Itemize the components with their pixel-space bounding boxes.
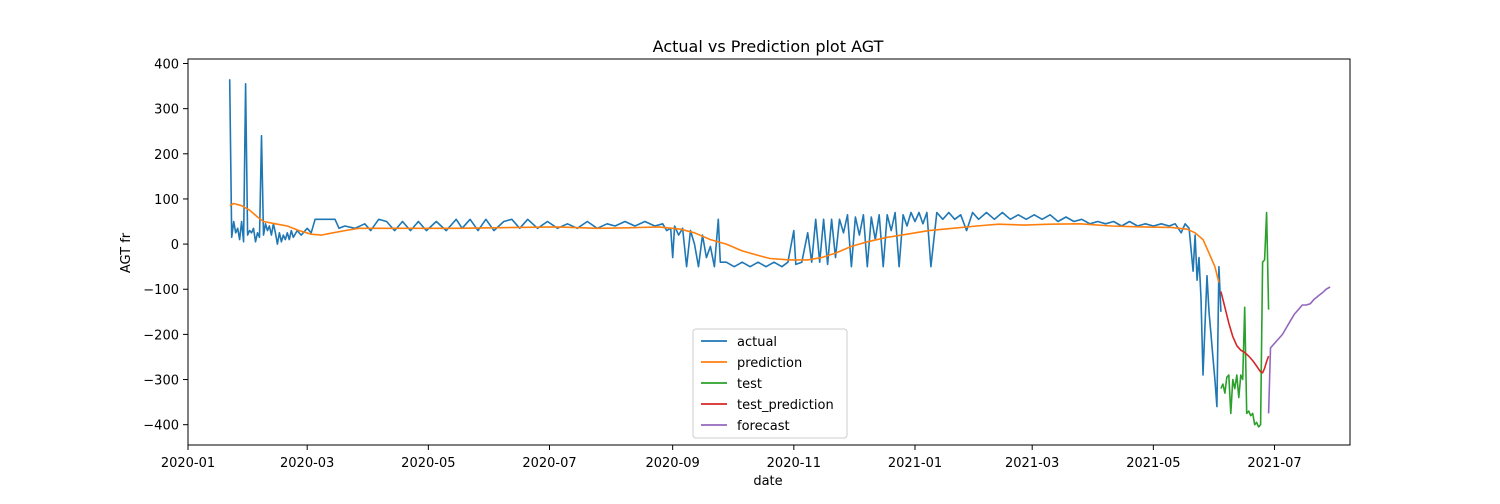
x-tick-label: 2020-05 [401,456,455,471]
x-tick-label: 2020-03 [280,456,334,471]
axes-frame [187,58,1351,446]
chart-title: Actual vs Prediction plot AGT [653,37,884,56]
x-tick-label: 2020-09 [645,456,699,471]
x-tick-label: 2021-03 [1005,456,1059,471]
y-tick-label: −200 [143,328,179,343]
plot-area [187,58,1351,446]
y-axis-label: AGT fr [119,232,134,273]
series-line-test [1220,211,1270,428]
y-tick-label: 200 [154,148,179,163]
x-axis: 2020-01 2020-03 2020-05 2020-07 2020-09 2020-… [161,445,1302,471]
legend-box [692,328,848,439]
y-tick-label: 100 [154,193,179,208]
x-axis-label: date [753,474,782,489]
legend-label-actual: actual [737,335,777,350]
y-tick-label: −300 [143,374,179,389]
series-line-forecast [1267,286,1331,414]
x-tick-label: 2021-07 [1247,456,1301,471]
y-tick-label: −400 [143,419,179,434]
series-line-actual [228,79,1222,408]
x-tick-label: 2021-05 [1126,456,1180,471]
y-axis: 400 300 200 100 0 −100 −200 −300 −400 [143,58,188,434]
y-tick-label: 400 [154,58,179,73]
x-tick-label: 2020-01 [161,456,215,471]
x-tick-label: 2020-07 [522,456,576,471]
y-tick-label: −100 [143,283,179,298]
x-tick-label: 2020-11 [767,456,821,471]
legend-label-test_prediction: test_prediction [737,398,834,413]
legend-label-prediction: prediction [737,356,802,371]
legend: actual prediction test test_predictionforec… [692,328,848,439]
x-tick-label: 2021-01 [888,456,942,471]
legend-label-test: test [737,377,762,392]
series-line-test_prediction [1220,291,1270,374]
y-tick-label: 300 [154,103,179,118]
legend-label-forecast: forecast [737,419,790,434]
y-tick-label: 0 [171,238,179,253]
series-line-prediction [229,202,1220,283]
